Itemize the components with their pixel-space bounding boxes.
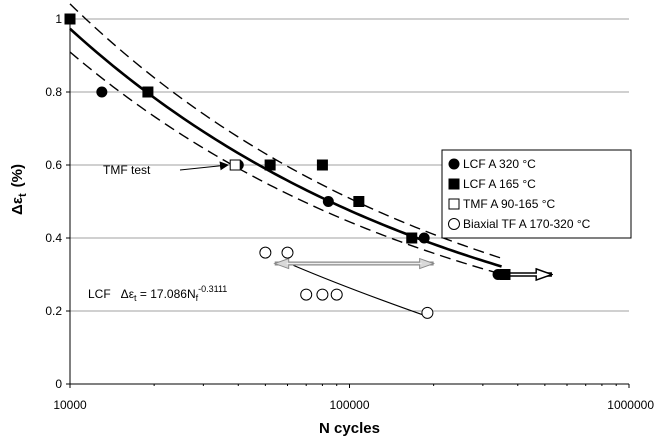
x-tick-label: 10000 (53, 398, 87, 412)
legend: LCF A 320 °C LCF A 165 °C TMF A 90-165 °C B… (441, 149, 632, 239)
point-biaxial (330, 288, 343, 301)
y-tick-label: 0 (55, 377, 62, 391)
y-tick-label: 0.8 (45, 85, 62, 99)
y-axis-title-sub: t (17, 193, 29, 197)
point-lcf-165 (353, 196, 365, 207)
data-points (64, 13, 511, 319)
point-lcf-165 (142, 86, 154, 98)
point-lcf-320 (322, 196, 334, 207)
point-tmf (448, 198, 460, 210)
tmf-test-label: TMF test (103, 163, 151, 177)
axes (66, 18, 630, 388)
y-tick-label: 1 (55, 12, 62, 26)
point-lcf-165 (499, 269, 511, 280)
legend-box (441, 149, 632, 239)
fit-equation: LCF Δεt = 17.086Nf-0.3111 (88, 284, 227, 303)
point-lcf-165 (264, 159, 276, 171)
x-tick-label: 1000000 (607, 398, 654, 412)
legend-label: TMF A 90-165 °C (463, 197, 556, 211)
lower-band-line (69, 51, 502, 275)
point-lcf-320 (418, 232, 430, 244)
point-biaxial (259, 246, 272, 259)
point-lcf-165 (406, 232, 418, 244)
point-tmf (229, 159, 241, 171)
point-biaxial (281, 246, 294, 259)
equation-sub: f (196, 293, 199, 303)
biaxial-trend-line (293, 264, 428, 318)
point-biaxial (448, 218, 460, 230)
point-biaxial (316, 288, 329, 301)
legend-label: Biaxial TF A 170-320 °C (463, 217, 591, 231)
point-biaxial (421, 306, 434, 319)
equation-prefix: LCF (88, 287, 111, 301)
y-tick-label: 0.6 (45, 158, 62, 172)
y-tick-label: 0.4 (45, 231, 62, 245)
legend-entry: LCF A 165 °C (448, 177, 536, 191)
legend-entry: Biaxial TF A 170-320 °C (448, 217, 591, 231)
y-axis-title: Δεt (%) (9, 164, 29, 215)
x-axis-title: N cycles (319, 420, 380, 437)
upper-band-line (69, 3, 502, 259)
equation-lhs-sub: t (134, 293, 137, 303)
legend-label: LCF A 165 °C (463, 177, 536, 191)
equation-sup: -0.3111 (198, 284, 227, 294)
point-biaxial (300, 288, 313, 301)
tick-labels: 0 0.2 0.4 0.6 0.8 1 10000 100000 1000000 (45, 12, 654, 412)
x-tick-label: 100000 (329, 398, 369, 412)
legend-entry: TMF A 90-165 °C (448, 197, 556, 211)
point-lcf-320 (448, 158, 460, 170)
point-lcf-165 (448, 178, 460, 190)
y-axis-title-unit: (%) (9, 164, 26, 187)
point-lcf-320 (96, 86, 108, 98)
y-tick-label: 0.2 (45, 304, 62, 318)
equation-mid: = 17.086N (137, 287, 196, 301)
fit-line (69, 27, 502, 268)
equation-lhs: Δε (121, 287, 135, 301)
y-axis-title-main: Δε (9, 197, 26, 215)
point-lcf-165 (316, 159, 328, 171)
fit-curve (69, 27, 502, 268)
confidence-band (69, 3, 502, 275)
tmf-arrow (179, 161, 229, 171)
legend-entry: LCF A 320 °C (448, 157, 536, 171)
biaxial-trend-curve (293, 264, 428, 318)
legend-label: LCF A 320 °C (463, 157, 536, 171)
